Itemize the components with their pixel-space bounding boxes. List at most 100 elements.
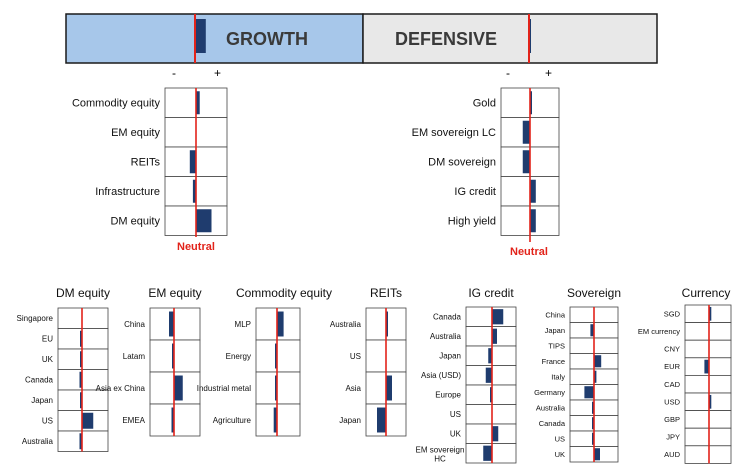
label-em-equity-china: China <box>124 320 145 329</box>
defensive-plus-label: + <box>545 66 553 80</box>
panel-sovereign: Sovereign China Japan TIPS France Italy German… <box>534 286 621 463</box>
bar-reits-japan <box>377 407 386 433</box>
label-currency-cad: CAD <box>664 380 680 389</box>
bar-dm-equity-uk <box>80 351 82 368</box>
panel-defensive-assets: Gold EM sovereign LC DM sovereign IG credit… <box>412 87 560 242</box>
growth-minus-label: - <box>172 66 176 80</box>
defensive-neutral-label: Neutral <box>510 246 548 258</box>
bar-sovereign-uk <box>594 448 600 461</box>
label-reits-australia: Australia <box>330 320 362 329</box>
label-defensive-assets-em-sovereign-lc: EM sovereign LC <box>412 127 496 139</box>
bar-commodity-equity-energy <box>275 343 277 369</box>
growth-label: GROWTH <box>226 29 308 49</box>
row-box-energy <box>255 339 301 373</box>
row-box-uk <box>465 423 517 444</box>
panel-title-reits: REITs <box>370 286 402 300</box>
bar-em-equity-asia-ex-china <box>174 375 183 401</box>
panel-title-ig-credit: IG credit <box>468 286 514 300</box>
bar-ig-credit-australia <box>492 328 497 344</box>
label-currency-jpy: JPY <box>666 433 680 442</box>
label-defensive-assets-ig-credit: IG credit <box>454 186 496 198</box>
panel-commodity-equity: Commodity equity MLP Energy Industrial meta… <box>197 286 332 437</box>
row-box-china <box>149 307 201 341</box>
label-reits-asia: Asia <box>345 384 361 393</box>
bar-reits-australia <box>386 311 388 337</box>
bar-ig-credit-asia-usd <box>485 367 492 383</box>
label-defensive-assets-high-yield: High yield <box>448 216 496 228</box>
bar-growth-assets-infrastructure <box>192 179 196 203</box>
label-em-equity-asia-ex-china: Asia ex China <box>96 384 146 393</box>
bar-growth-assets-reits <box>189 150 196 174</box>
label-currency-eur: EUR <box>664 362 680 371</box>
label-sovereign-uk: UK <box>555 450 565 459</box>
row-box-singapore <box>57 307 109 329</box>
bar-em-equity-latam <box>172 343 174 369</box>
panel-growth-assets: Commodity equity EM equity REITs Infrastruc… <box>72 87 228 237</box>
label-sovereign-china: China <box>545 310 565 319</box>
label-currency-cny: CNY <box>664 345 680 354</box>
bar-sovereign-us <box>592 432 594 445</box>
growth-neutral-label: Neutral <box>177 241 215 253</box>
bar-ig-credit-japan <box>488 348 492 364</box>
label-em-equity-emea: EMEA <box>122 416 145 425</box>
bar-dm-equity-canada <box>79 371 82 388</box>
label-sovereign-us: US <box>555 434 565 443</box>
row-box-cad <box>684 374 732 394</box>
bar-reits-asia <box>386 375 392 401</box>
label-ig-credit-em-sovereign-hc: EM sovereign HC <box>416 445 465 463</box>
row-box-agriculture <box>255 403 301 437</box>
label-dm-equity-australia: Australia <box>22 437 54 446</box>
label-dm-equity-us: US <box>42 417 53 426</box>
bar-dm-equity-eu <box>80 330 82 347</box>
bar-em-equity-emea <box>171 407 174 433</box>
label-sovereign-tips: TIPS <box>548 341 565 350</box>
bar-sovereign-canada <box>592 417 594 430</box>
label-currency-sgd: SGD <box>664 309 681 318</box>
label-sovereign-australia: Australia <box>536 403 566 412</box>
label-sovereign-germany: Germany <box>534 388 565 397</box>
bar-currency-usd <box>709 394 712 409</box>
row-box-canada <box>465 306 517 327</box>
label-ig-credit-japan: Japan <box>439 352 461 361</box>
growth-plus-label: + <box>214 66 222 80</box>
bar-sovereign-japan <box>590 324 594 337</box>
bar-defensive-assets-dm-sovereign <box>522 150 530 174</box>
bar-commodity-equity-mlp <box>277 311 284 337</box>
label-dm-equity-japan: Japan <box>31 396 53 405</box>
label-currency-gbp: GBP <box>664 415 680 424</box>
row-box-jpy <box>684 427 732 447</box>
panel-title-em-equity: EM equity <box>148 286 201 300</box>
header-bar-growth <box>195 19 206 53</box>
row-box-australia <box>57 430 109 452</box>
label-reits-us: US <box>350 352 361 361</box>
panel-reits: REITs Australia US Asia Japan <box>330 286 407 437</box>
bar-growth-assets-commodity-equity <box>196 91 200 115</box>
label-commodity-equity-agriculture: Agriculture <box>213 416 252 425</box>
bar-sovereign-germany <box>584 386 594 399</box>
row-box-emea <box>149 403 201 437</box>
label-reits-japan: Japan <box>339 416 361 425</box>
bar-ig-credit-uk <box>492 426 499 442</box>
bar-currency-eur <box>704 359 709 374</box>
label-growth-assets-dm-equity: DM equity <box>110 216 160 228</box>
row-box-usd <box>684 392 732 412</box>
label-ig-credit-europe: Europe <box>435 391 461 400</box>
label-commodity-equity-energy: Energy <box>226 352 251 361</box>
label-dm-equity-singapore: Singapore <box>17 314 54 323</box>
bar-dm-equity-japan <box>80 392 82 409</box>
bar-dm-equity-australia <box>79 433 82 450</box>
bar-defensive-assets-em-sovereign-lc <box>522 120 530 144</box>
panel-ig-credit: IG credit Canada Australia Japan Asia (USD) E… <box>416 286 517 464</box>
bar-currency-sgd <box>709 306 712 321</box>
bar-defensive-assets-high-yield <box>530 209 536 233</box>
label-growth-assets-commodity-equity: Commodity equity <box>72 98 161 110</box>
label-growth-assets-reits: REITs <box>131 157 161 169</box>
row-box-sgd <box>684 304 732 324</box>
label-currency-usd: USD <box>664 397 680 406</box>
label-ig-credit-asia-usd: Asia (USD) <box>421 371 461 380</box>
defensive-panel <box>362 13 658 64</box>
label-defensive-assets-gold: Gold <box>473 98 496 110</box>
label-dm-equity-eu: EU <box>42 335 53 344</box>
